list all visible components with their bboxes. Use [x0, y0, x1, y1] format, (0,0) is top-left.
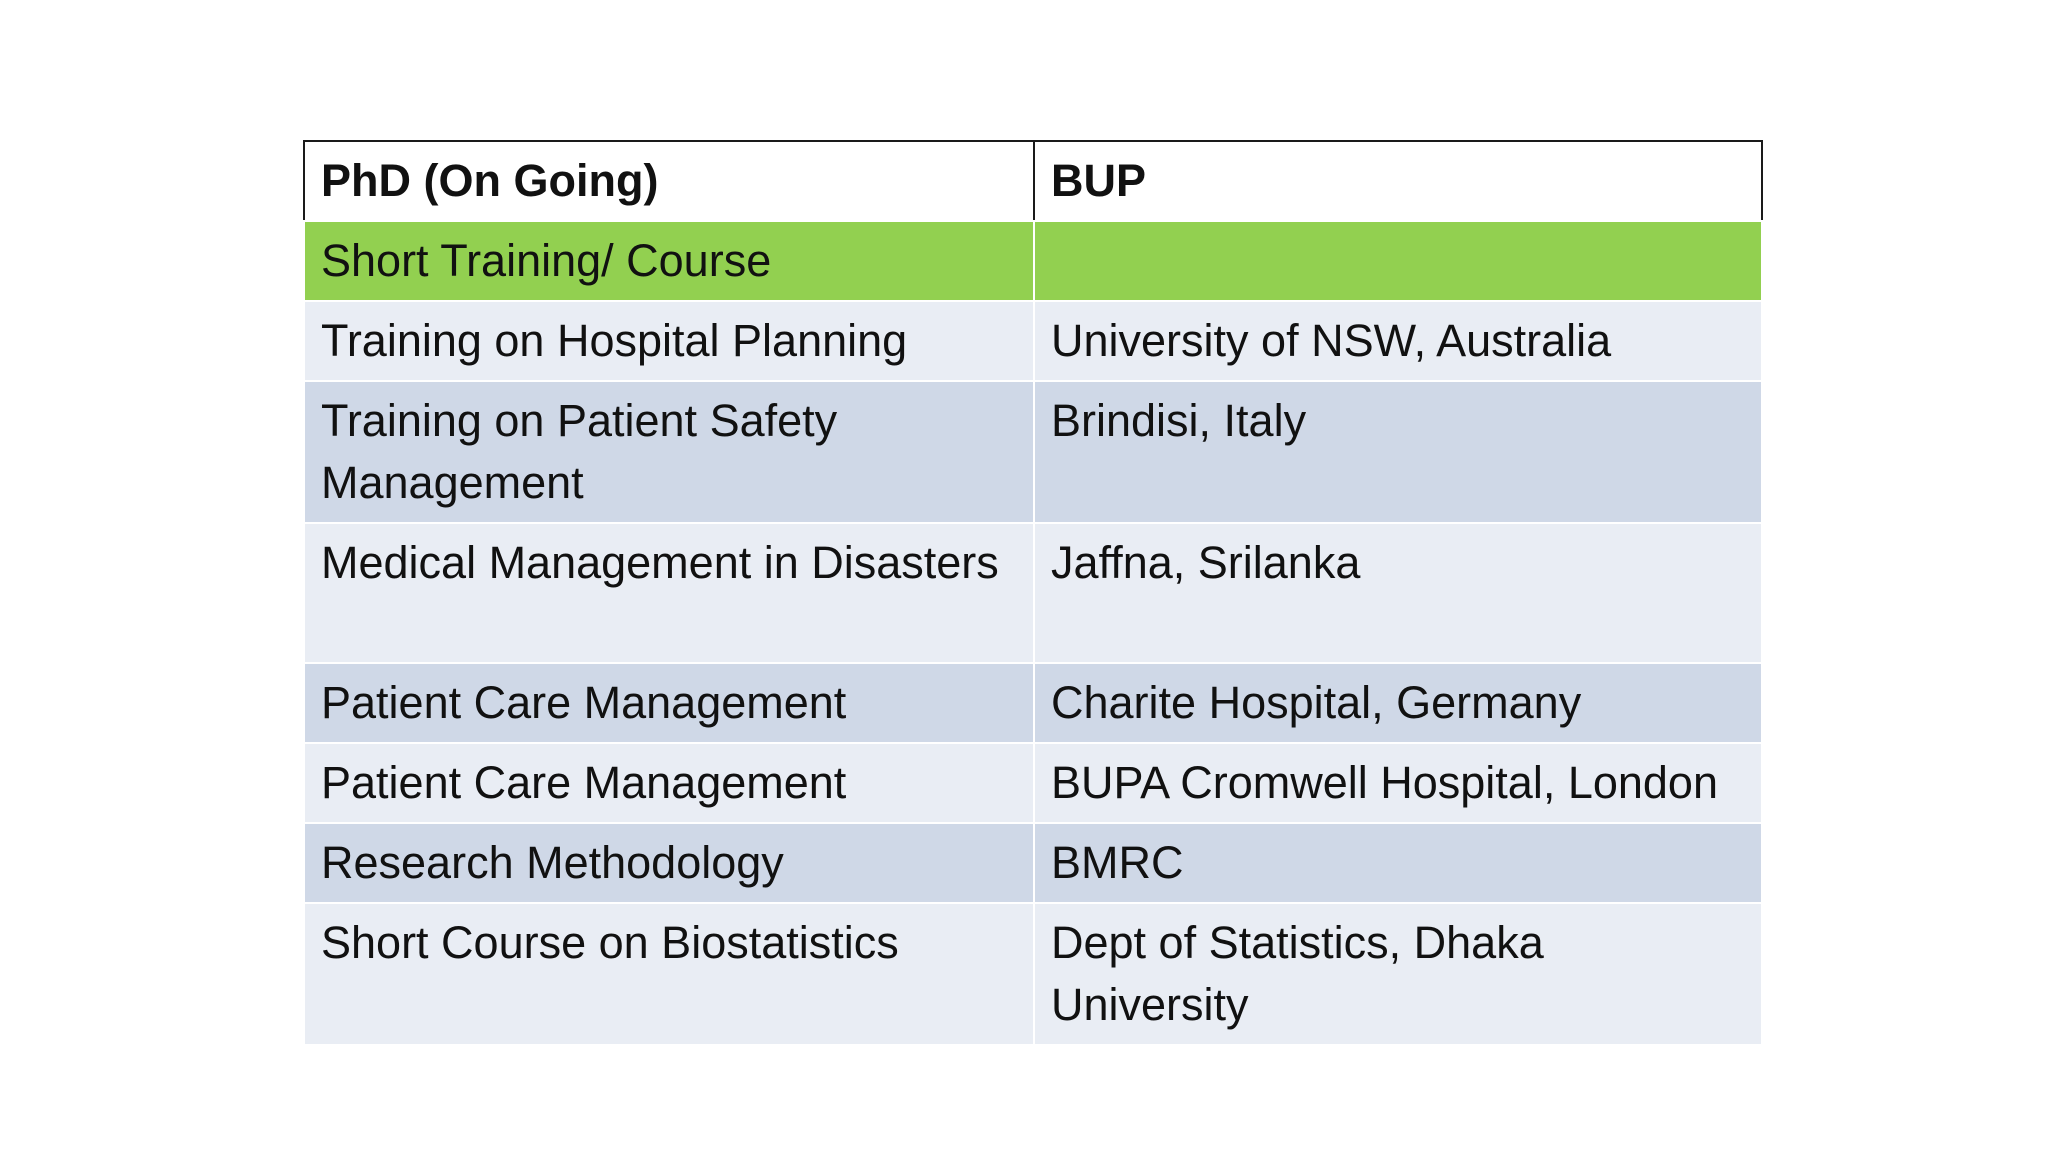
- place-cell: Dept of Statistics, Dhaka University: [1033, 903, 1763, 1046]
- training-table: PhD (On Going) BUP Short Training/ Cours…: [303, 140, 1763, 1046]
- table-header-row: PhD (On Going) BUP: [303, 140, 1763, 222]
- place-cell: Jaffna, Srilanka: [1033, 523, 1763, 664]
- header-degree-cell: PhD (On Going): [303, 140, 1035, 222]
- course-cell: Research Methodology: [303, 823, 1035, 904]
- table-row: Patient Care Management BUPA Cromwell Ho…: [303, 743, 1763, 824]
- header-institution-cell: BUP: [1033, 140, 1763, 222]
- section-header-row: Short Training/ Course: [303, 221, 1763, 302]
- table-row: Training on Patient Safety Management Br…: [303, 381, 1763, 524]
- section-empty-cell: [1033, 221, 1763, 302]
- table-row: Short Course on Biostatistics Dept of St…: [303, 903, 1763, 1046]
- place-cell: Brindisi, Italy: [1033, 381, 1763, 524]
- place-cell: Charite Hospital, Germany: [1033, 663, 1763, 744]
- table-row: Medical Management in Disasters Jaffna, …: [303, 523, 1763, 664]
- place-cell: BUPA Cromwell Hospital, London: [1033, 743, 1763, 824]
- course-cell: Medical Management in Disasters: [303, 523, 1035, 664]
- course-cell: Training on Patient Safety Management: [303, 381, 1035, 524]
- place-cell: BMRC: [1033, 823, 1763, 904]
- table-row: Training on Hospital Planning University…: [303, 301, 1763, 382]
- place-cell: University of NSW, Australia: [1033, 301, 1763, 382]
- course-cell: Patient Care Management: [303, 663, 1035, 744]
- table-row: Patient Care Management Charite Hospital…: [303, 663, 1763, 744]
- course-cell: Training on Hospital Planning: [303, 301, 1035, 382]
- table-row: Research Methodology BMRC: [303, 823, 1763, 904]
- course-cell: Patient Care Management: [303, 743, 1035, 824]
- section-title-cell: Short Training/ Course: [303, 221, 1035, 302]
- course-cell: Short Course on Biostatistics: [303, 903, 1035, 1046]
